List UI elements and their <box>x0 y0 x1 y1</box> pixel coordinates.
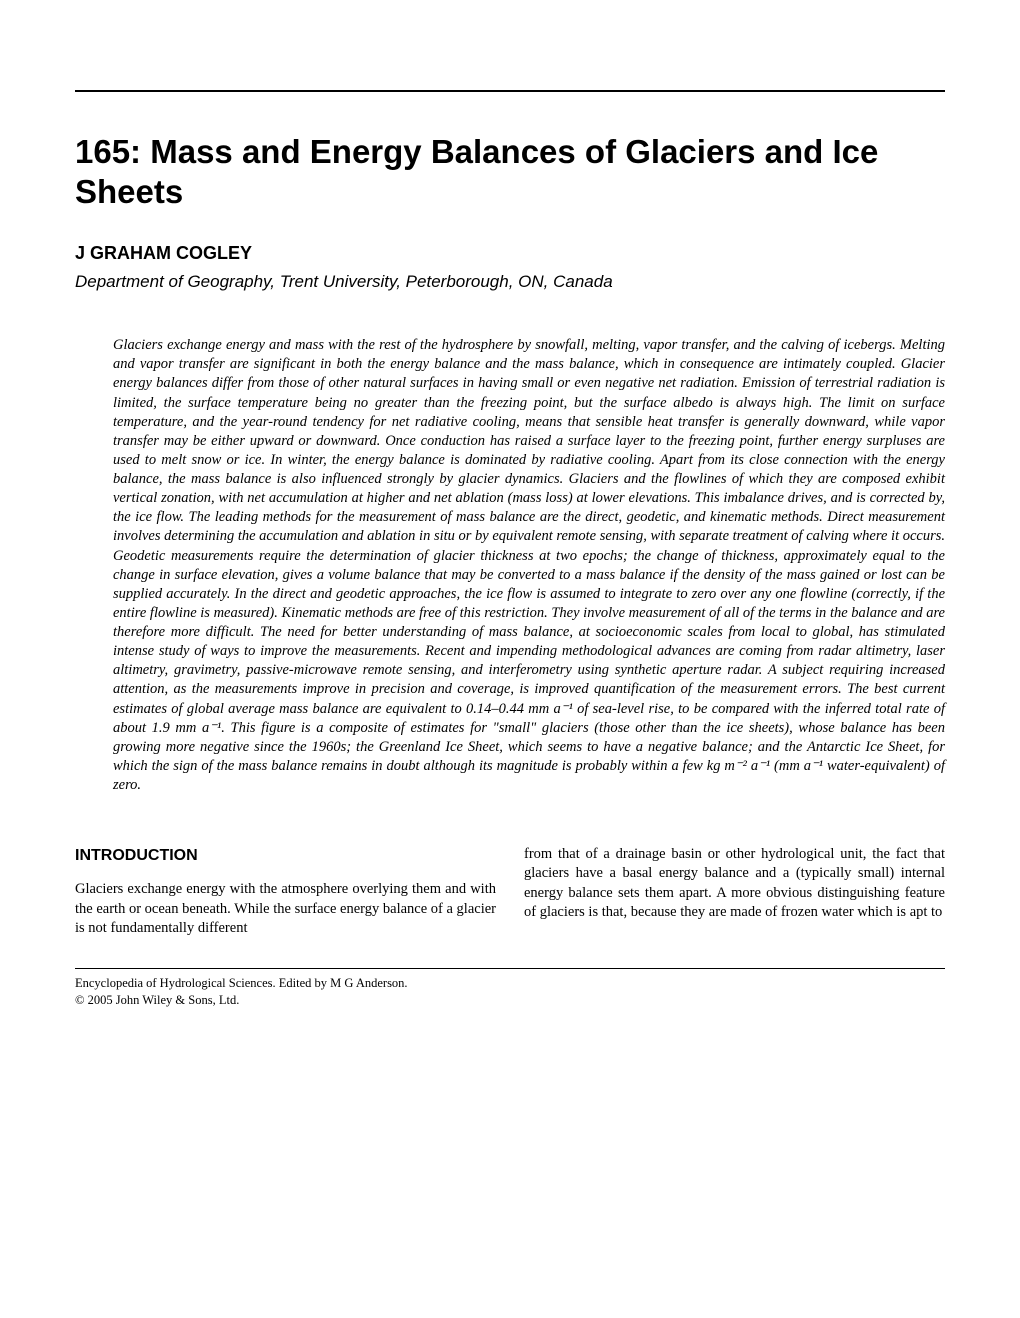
body-columns: INTRODUCTION Glaciers exchange energy wi… <box>75 845 945 938</box>
chapter-title: 165: Mass and Energy Balances of Glacier… <box>75 132 945 211</box>
right-column: from that of a drainage basin or other h… <box>524 845 945 938</box>
abstract-text: Glaciers exchange energy and mass with t… <box>113 336 945 795</box>
chapter-number: 165: <box>75 133 141 170</box>
footer-line2: © 2005 John Wiley & Sons, Ltd. <box>75 992 945 1009</box>
section-heading-introduction: INTRODUCTION <box>75 845 496 866</box>
author-affiliation: Department of Geography, Trent Universit… <box>75 272 945 292</box>
footer: Encyclopedia of Hydrological Sciences. E… <box>75 975 945 1009</box>
footer-line1: Encyclopedia of Hydrological Sciences. E… <box>75 975 945 992</box>
author-name: J GRAHAM COGLEY <box>75 243 945 264</box>
left-column: INTRODUCTION Glaciers exchange energy wi… <box>75 845 496 938</box>
chapter-title-text: Mass and Energy Balances of Glaciers and… <box>75 133 878 210</box>
body-right-text: from that of a drainage basin or other h… <box>524 845 945 922</box>
body-left-text: Glaciers exchange energy with the atmosp… <box>75 880 496 938</box>
footer-rule <box>75 968 945 969</box>
top-rule <box>75 90 945 92</box>
